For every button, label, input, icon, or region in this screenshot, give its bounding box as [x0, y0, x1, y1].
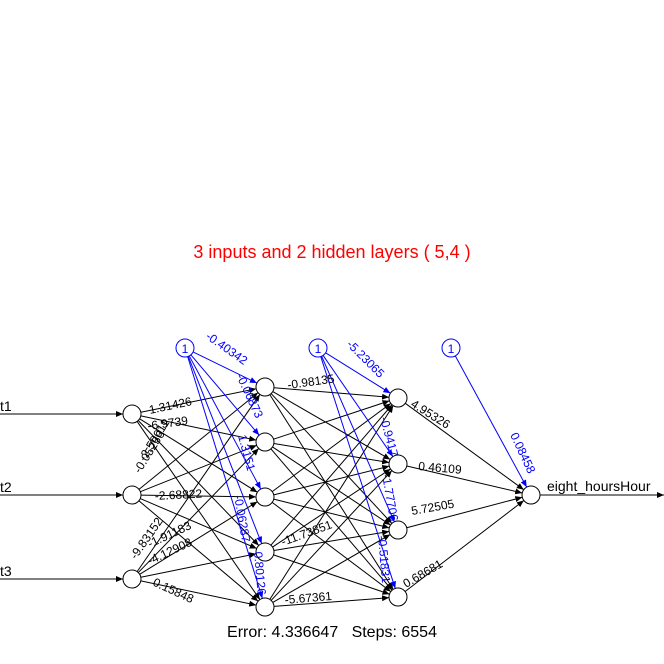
weight-label: -0.9417 — [377, 415, 401, 458]
weight-edge — [270, 404, 393, 546]
weight-edge — [136, 394, 261, 572]
bias-edge — [320, 356, 396, 589]
bias-edge — [322, 355, 394, 457]
weight-edge — [270, 448, 393, 591]
weight-edge — [140, 580, 257, 607]
weight-label: -5.23065 — [344, 337, 388, 381]
weight-edge — [140, 415, 257, 442]
edges-layer — [0, 351, 664, 607]
hidden-layer-1-node — [255, 432, 275, 452]
weight-label: 0.46109 — [418, 459, 463, 477]
hidden-layer-1-node — [255, 597, 275, 617]
input-node — [122, 404, 142, 424]
weight-edge — [272, 391, 391, 460]
hidden-layer-2-node — [388, 454, 408, 474]
weight-edge — [269, 405, 394, 600]
output-label: eight_hoursHour — [547, 478, 651, 494]
weight-edge — [404, 500, 525, 592]
weight-label: -0.06287 — [231, 494, 253, 543]
bias-node — [441, 338, 461, 358]
weight-edge — [273, 595, 390, 607]
weight-edge — [270, 470, 393, 601]
weight-label: -0.40342 — [203, 329, 250, 368]
hidden-layer-2-node — [388, 520, 408, 540]
weight-label: 0.68681 — [401, 557, 446, 591]
weight-edge — [271, 502, 392, 592]
hidden-layer-2-node — [388, 587, 408, 607]
nodes-layer — [122, 338, 541, 617]
bias-edge — [190, 354, 260, 436]
weight-edge — [273, 442, 390, 465]
bias-edge — [325, 352, 391, 394]
hidden-layer-1-node — [255, 377, 275, 397]
weight-label: -1.77706 — [379, 473, 401, 522]
weight-label: -5.67361 — [284, 589, 333, 607]
weight-edge — [272, 468, 391, 548]
weight-edge — [138, 500, 259, 602]
weight-edge — [139, 501, 258, 575]
input-label: t3 — [0, 563, 12, 579]
weight-edge — [406, 496, 523, 529]
weight-edge — [273, 529, 390, 552]
weight-edge — [273, 554, 390, 595]
input-label: t2 — [0, 479, 12, 495]
weight-edge — [272, 534, 391, 603]
weight-label: 5.72505 — [410, 497, 455, 518]
input-node — [122, 569, 142, 589]
weight-edge — [137, 448, 260, 573]
bias-edge — [187, 356, 264, 599]
training-summary: Error: 4.336647 Steps: 6554 — [0, 624, 664, 642]
bias-node-label: 1 — [448, 342, 455, 356]
weight-label: -0.51831 — [375, 535, 393, 584]
hidden-layer-1-node — [255, 542, 275, 562]
weight-label: 0.80126 — [251, 551, 269, 596]
hidden-layer-1-node — [255, 487, 275, 507]
weight-edge — [140, 387, 257, 413]
weight-label: -11.73851 — [279, 517, 334, 548]
input-label: t1 — [0, 398, 12, 414]
weight-edge — [273, 400, 390, 440]
weight-label: 4.95326 — [408, 397, 452, 432]
weight-edge — [406, 465, 523, 495]
weight-edge — [140, 552, 257, 578]
steps-text: Steps: 6554 — [351, 624, 437, 641]
input-node — [122, 485, 142, 505]
bias-node-label: 1 — [182, 342, 189, 356]
weight-label: -2.68822 — [154, 487, 202, 503]
weight-edge — [271, 402, 392, 493]
weight-edge — [269, 394, 394, 590]
weight-edge — [140, 493, 257, 500]
bias-node — [175, 338, 195, 358]
weight-edge — [404, 402, 525, 491]
weight-label: 0.08458 — [507, 430, 538, 476]
weight-edge — [138, 392, 259, 490]
weight-label: 0.15848 — [151, 575, 197, 606]
chart-title: 3 inputs and 2 hidden layers ( 5,4 ) — [193, 242, 471, 262]
bias-node — [308, 338, 328, 358]
bias-edge — [321, 356, 395, 522]
bias-edge — [192, 351, 258, 384]
weight-edge — [273, 498, 390, 530]
bias-node-label: 1 — [315, 342, 322, 356]
hidden-layer-2-node — [388, 388, 408, 408]
weight-edge — [273, 464, 390, 496]
weight-edge — [140, 444, 257, 493]
weight-edge — [140, 498, 257, 549]
weight-edge — [273, 387, 390, 400]
bias-edge — [187, 356, 263, 544]
error-text: Error: 4.336647 — [227, 624, 339, 641]
bias-edge — [188, 355, 262, 490]
weight-label: -6.9739 — [146, 413, 189, 433]
bias-edge — [454, 355, 528, 488]
output-node — [521, 485, 541, 505]
weight-edge — [139, 418, 258, 493]
weight-edge — [270, 393, 393, 524]
weight-label: -0.98135 — [286, 371, 335, 392]
